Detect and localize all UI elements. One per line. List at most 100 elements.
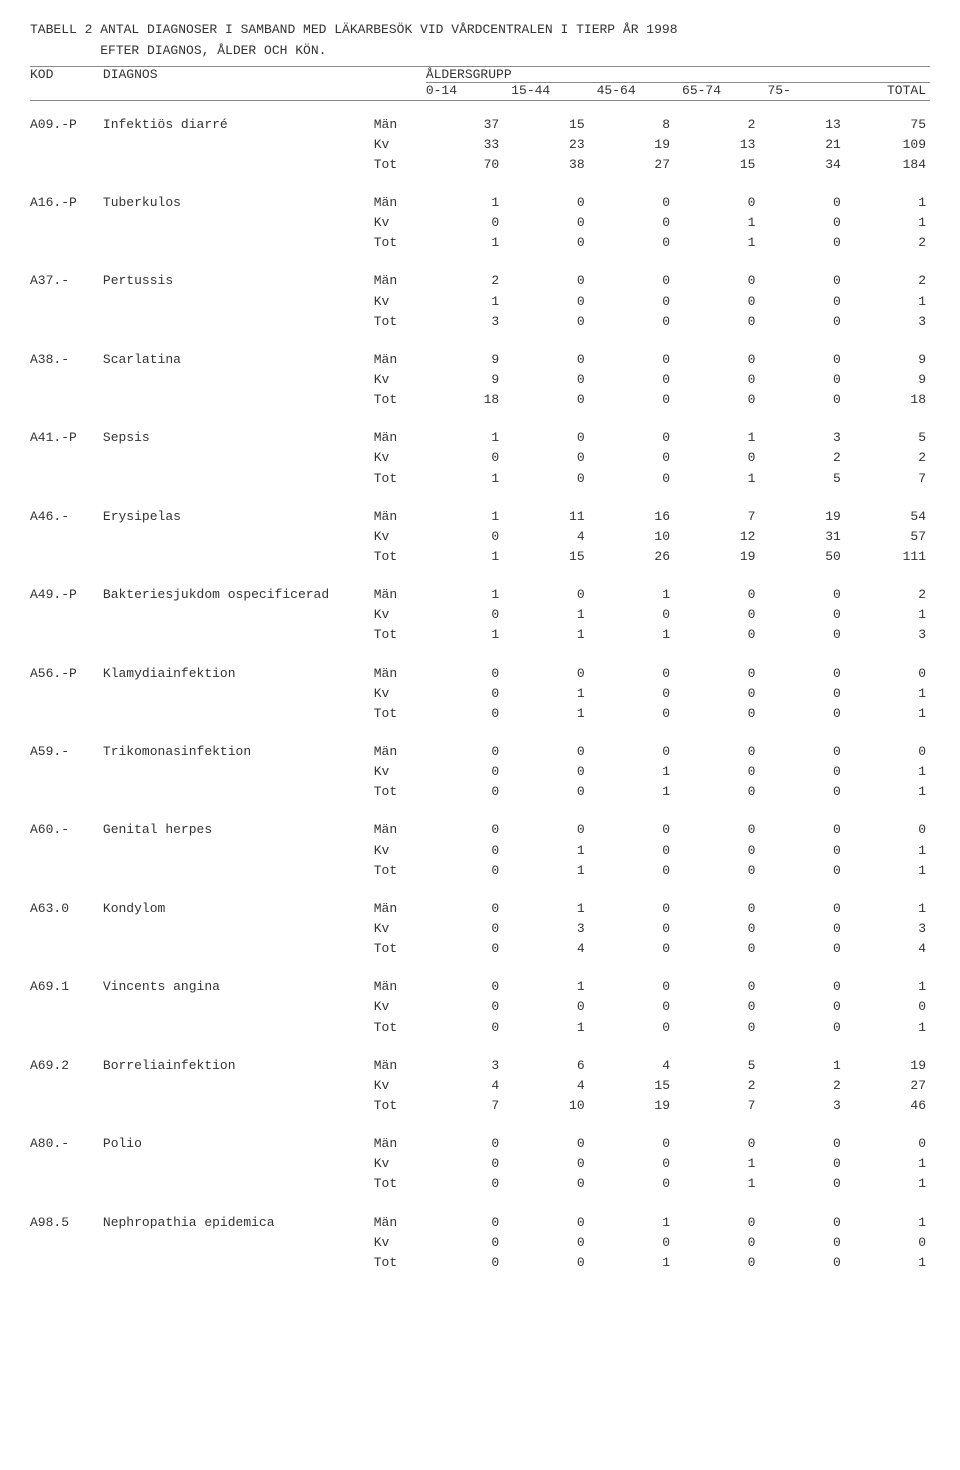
cell-value: 75 — [853, 115, 930, 135]
cell-value: 0 — [511, 1134, 596, 1154]
cell-value: 0 — [597, 1174, 682, 1194]
cell-kod — [30, 233, 103, 253]
cell-value: 1 — [597, 1213, 682, 1233]
cell-value: 0 — [682, 193, 767, 213]
cell-value: 1 — [426, 507, 511, 527]
cell-value: 0 — [597, 704, 682, 724]
cell-value: 0 — [511, 820, 596, 840]
cell-value: 0 — [682, 605, 767, 625]
cell-value: 27 — [853, 1076, 930, 1096]
cell-kod: A49.-P — [30, 585, 103, 605]
header-blank — [374, 66, 426, 82]
cell-diagnos — [103, 841, 374, 861]
cell-value: 0 — [767, 1018, 852, 1038]
cell-value: 31 — [767, 527, 852, 547]
cell-diagnos — [103, 292, 374, 312]
header-diagnos: DIAGNOS — [103, 66, 374, 82]
cell-value: 0 — [511, 213, 596, 233]
table-row: A09.-PInfektiös diarréMän3715821375 — [30, 115, 930, 135]
cell-value: 19 — [853, 1056, 930, 1076]
cell-diagnos — [103, 919, 374, 939]
cell-value: 1 — [767, 1056, 852, 1076]
cell-value: 9 — [426, 370, 511, 390]
table-row: Kv100001 — [30, 292, 930, 312]
cell-value: 0 — [597, 742, 682, 762]
cell-value: 0 — [511, 233, 596, 253]
cell-value: 1 — [853, 899, 930, 919]
cell-value: 2 — [767, 1076, 852, 1096]
table-row: Tot300003 — [30, 312, 930, 332]
cell-sex: Kv — [374, 684, 426, 704]
cell-value: 0 — [426, 527, 511, 547]
table-row: Kv900009 — [30, 370, 930, 390]
cell-diagnos: Tuberkulos — [103, 193, 374, 213]
table-row: Tot010001 — [30, 1018, 930, 1038]
cell-kod — [30, 841, 103, 861]
table-row: Tot18000018 — [30, 390, 930, 410]
cell-diagnos: Polio — [103, 1134, 374, 1154]
cell-value: 1 — [511, 841, 596, 861]
cell-sex: Tot — [374, 547, 426, 567]
cell-value: 0 — [682, 704, 767, 724]
table-row: Tot100102 — [30, 233, 930, 253]
cell-value: 0 — [682, 820, 767, 840]
cell-value: 1 — [511, 861, 596, 881]
cell-kod — [30, 390, 103, 410]
table-row: A16.-PTuberkulosMän100001 — [30, 193, 930, 213]
cell-value: 0 — [767, 625, 852, 645]
cell-sex: Kv — [374, 135, 426, 155]
cell-diagnos — [103, 135, 374, 155]
cell-value: 15 — [511, 547, 596, 567]
cell-value: 0 — [597, 1154, 682, 1174]
cell-value: 0 — [426, 684, 511, 704]
table-row: Kv000000 — [30, 1233, 930, 1253]
cell-sex: Tot — [374, 939, 426, 959]
cell-sex: Tot — [374, 233, 426, 253]
cell-value: 0 — [597, 292, 682, 312]
cell-value: 0 — [767, 213, 852, 233]
cell-value: 1 — [682, 213, 767, 233]
cell-value: 0 — [682, 899, 767, 919]
cell-sex: Kv — [374, 1233, 426, 1253]
cell-value: 1 — [853, 1174, 930, 1194]
cell-value: 1 — [682, 1154, 767, 1174]
cell-value: 1 — [426, 233, 511, 253]
cell-value: 0 — [767, 233, 852, 253]
table-row: A38.-ScarlatinaMän900009 — [30, 350, 930, 370]
cell-value: 0 — [682, 977, 767, 997]
cell-kod — [30, 605, 103, 625]
cell-sex: Tot — [374, 1018, 426, 1038]
cell-value: 0 — [682, 1233, 767, 1253]
cell-value: 0 — [597, 428, 682, 448]
table-row: Tot7038271534184 — [30, 155, 930, 175]
cell-value: 0 — [426, 1233, 511, 1253]
cell-kod — [30, 213, 103, 233]
cell-value: 0 — [853, 742, 930, 762]
cell-value: 1 — [853, 1213, 930, 1233]
cell-value: 46 — [853, 1096, 930, 1116]
cell-value: 50 — [767, 547, 852, 567]
cell-kod: A09.-P — [30, 115, 103, 135]
cell-value: 0 — [426, 605, 511, 625]
cell-value: 9 — [853, 370, 930, 390]
header-col-15-44: 15-44 — [511, 82, 596, 100]
cell-value: 1 — [853, 1253, 930, 1273]
table-row: A98.5Nephropathia epidemicaMän001001 — [30, 1213, 930, 1233]
cell-value: 0 — [597, 213, 682, 233]
cell-value: 0 — [511, 428, 596, 448]
cell-value: 5 — [767, 469, 852, 489]
cell-value: 0 — [767, 605, 852, 625]
cell-sex: Män — [374, 507, 426, 527]
cell-value: 0 — [853, 1134, 930, 1154]
cell-value: 0 — [597, 899, 682, 919]
cell-sex: Tot — [374, 155, 426, 175]
table-row: Tot040004 — [30, 939, 930, 959]
cell-value: 19 — [597, 1096, 682, 1116]
cell-diagnos — [103, 213, 374, 233]
cell-diagnos — [103, 1154, 374, 1174]
cell-kod: A69.2 — [30, 1056, 103, 1076]
table-row: A69.1Vincents anginaMän010001 — [30, 977, 930, 997]
cell-diagnos: Sepsis — [103, 428, 374, 448]
cell-sex: Män — [374, 350, 426, 370]
table-title-line2: EFTER DIAGNOS, ÅLDER OCH KÖN. — [30, 41, 930, 62]
